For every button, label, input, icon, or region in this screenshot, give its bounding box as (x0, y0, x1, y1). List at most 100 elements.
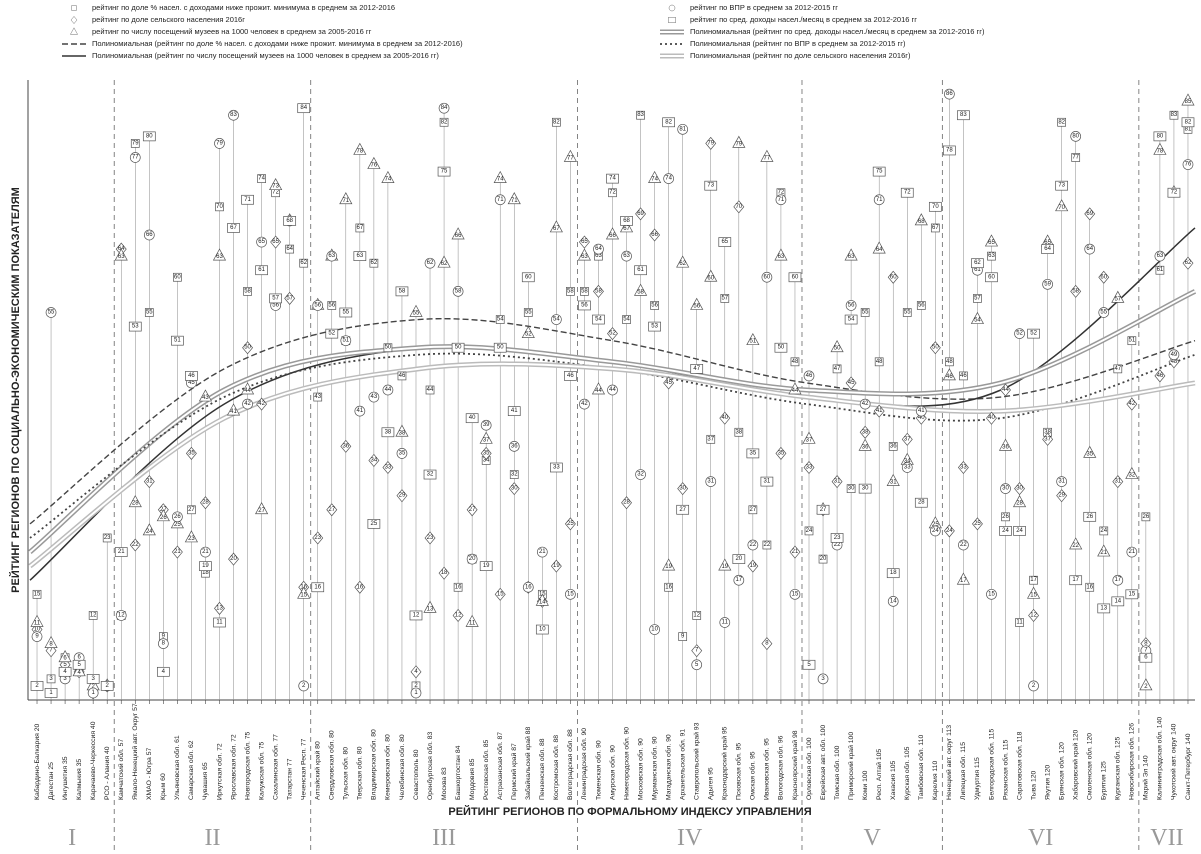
x-tick-label: Пермский край 87 (510, 743, 518, 800)
data-point (521, 325, 535, 338)
data-point (46, 674, 56, 684)
data-point (465, 614, 479, 627)
data-label: 62 (427, 260, 434, 266)
data-label: 46 (188, 373, 195, 379)
x-tick-label: Волгоградская обл. 88 (566, 729, 574, 800)
data-label: 3 (91, 676, 95, 682)
data-point (1127, 336, 1137, 346)
data-label: 55 (525, 310, 532, 316)
data-label: 67 (932, 225, 939, 231)
legend-label: Полиномиальная (рейтинг по сред. доходы … (690, 27, 985, 36)
data-point (129, 152, 141, 163)
data-point (523, 308, 533, 317)
data-label: 28 (132, 501, 139, 507)
data-point (605, 227, 620, 240)
data-label: 22 (1072, 543, 1079, 549)
data-label: 50 (497, 345, 504, 351)
data-point (733, 200, 745, 214)
data-label: 83 (637, 112, 644, 118)
data-label: 44 (1002, 387, 1009, 393)
data-point (1056, 489, 1068, 503)
x-tick-label: Приморский край 100 (847, 732, 855, 800)
data-point (844, 314, 858, 325)
data-label: 21 (174, 549, 181, 555)
data-point (943, 524, 955, 538)
data-point (1041, 244, 1054, 254)
x-tick-label: Марий Эл 140 (1142, 755, 1150, 800)
data-point (199, 496, 211, 510)
legend-label: рейтинг по доле % насел. с доходами ниже… (92, 3, 395, 12)
data-label: 24 (806, 528, 813, 534)
data-label: 33 (806, 465, 813, 471)
data-label: 74 (665, 176, 672, 182)
data-label: 22 (750, 542, 757, 548)
data-label: 55 (146, 310, 153, 316)
data-label: 56 (918, 302, 925, 308)
data-point (270, 235, 282, 249)
data-label: 32 (427, 472, 434, 478)
data-label: 35 (778, 450, 785, 456)
x-tick-label: Карелия 110 (932, 761, 939, 800)
data-label: 58 (244, 288, 251, 294)
data-point (621, 250, 632, 262)
data-label: 4 (162, 669, 166, 675)
data-point (761, 637, 773, 651)
data-point (354, 405, 366, 417)
data-label: 53 (132, 324, 139, 330)
x-tick-label: Кемеровская обл. 80 (384, 734, 392, 800)
data-label: 40 (918, 415, 925, 421)
data-label: 2 (35, 683, 39, 689)
data-point (439, 117, 449, 127)
data-label: 30 (1002, 486, 1009, 492)
data-label: 71 (244, 197, 251, 203)
x-tick-label: Чувашия 65 (202, 762, 209, 800)
data-point (633, 283, 648, 296)
data-point (971, 258, 984, 269)
data-point (608, 188, 617, 198)
data-label: 50 (834, 346, 841, 352)
data-label: 16 (357, 584, 364, 590)
data-point (580, 287, 589, 296)
data-point (257, 174, 266, 183)
data-point (873, 194, 885, 206)
data-point (746, 448, 760, 459)
data-point (718, 558, 732, 571)
data-point (228, 552, 239, 566)
data-point (1112, 475, 1124, 489)
data-point (971, 517, 983, 531)
x-axis-title: РЕЙТИНГ РЕГИОНОВ ПО ФОРМАЛЬНОМУ ИНДЕКСУ … (448, 805, 811, 818)
data-point (424, 531, 436, 545)
data-point (690, 297, 704, 310)
group-label: VI (1028, 825, 1053, 851)
data-label: 10 (34, 627, 41, 633)
data-point (578, 235, 590, 249)
data-label: 8 (1144, 641, 1148, 647)
data-point (648, 321, 661, 332)
data-label: 37 (483, 437, 490, 443)
legend-label: Полиномиальная (рейтинг по доле сельског… (690, 51, 911, 60)
data-point (1181, 93, 1195, 106)
data-label: 3 (63, 676, 67, 682)
data-label: 32 (511, 472, 518, 478)
data-label: 80 (146, 133, 153, 139)
data-point (591, 382, 606, 395)
data-label: 28 (918, 500, 925, 506)
data-point (1015, 618, 1024, 627)
data-point (185, 446, 197, 460)
data-point (1014, 328, 1025, 339)
x-tick-label: Мордовия 85 (469, 758, 476, 800)
data-label: 35 (1086, 451, 1093, 457)
data-point (1099, 526, 1109, 536)
data-point (30, 614, 44, 627)
x-tick-label: Брянская обл. 120 (1057, 742, 1065, 800)
data-label: 43 (314, 394, 321, 400)
data-point (1042, 278, 1053, 290)
data-label: 77 (1072, 155, 1079, 161)
data-point (409, 304, 423, 317)
y-axis-title: РЕЙТИНГ РЕГИОНОВ ПО СОЦИАЛЬНО-ЭКОНОМИЧЕС… (9, 187, 22, 593)
data-point (845, 376, 857, 390)
data-point (438, 566, 450, 580)
data-label: 80 (1157, 133, 1164, 139)
data-point (1139, 678, 1153, 691)
data-point (58, 666, 72, 677)
